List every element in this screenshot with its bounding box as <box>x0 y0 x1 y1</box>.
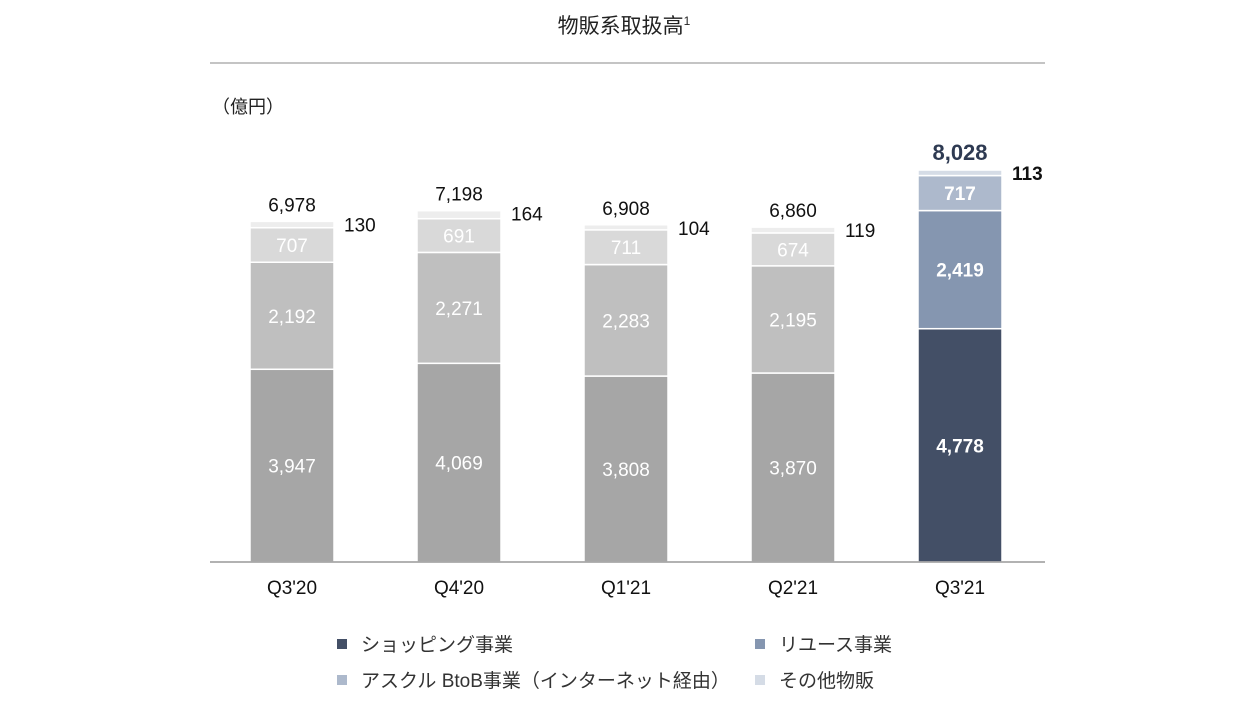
data-label: 2,271 <box>435 299 483 320</box>
total-label: 8,028 <box>932 140 987 165</box>
data-label: 3,808 <box>602 460 650 481</box>
legend-swatch <box>337 674 347 685</box>
bar-segment <box>917 174 1003 212</box>
legend-label: アスクル BtoB事業（インターネット経由） <box>361 671 730 692</box>
bar-segment <box>583 375 669 563</box>
data-label: 3,947 <box>268 457 316 478</box>
legend-item-reuse: リユース事業 <box>755 630 892 657</box>
data-label: 164 <box>511 205 543 226</box>
legend-label: ショッピング事業 <box>361 635 514 656</box>
bar-segment <box>750 232 836 267</box>
total-label: 7,198 <box>435 185 483 206</box>
data-label: 113 <box>1012 164 1043 185</box>
data-label: 2,419 <box>936 261 984 282</box>
bar-segment <box>416 209 502 220</box>
legend-swatch <box>337 638 347 649</box>
bar-segment <box>750 265 836 374</box>
data-label: 3,870 <box>769 459 817 480</box>
legend-item-other: その他物販 <box>755 666 874 693</box>
data-label: 707 <box>276 236 308 257</box>
data-label: 717 <box>944 184 976 205</box>
data-label: 691 <box>443 227 475 248</box>
legend-swatch <box>755 674 765 685</box>
bar-segment <box>917 169 1003 177</box>
bar-segment <box>249 220 335 229</box>
chart-title: 物販系取扱高1 <box>557 14 691 38</box>
data-label: 119 <box>845 221 875 242</box>
total-label: 6,978 <box>268 195 316 216</box>
x-tick-label: Q1'21 <box>601 578 651 599</box>
total-label: 6,860 <box>769 201 817 222</box>
data-label: 4,778 <box>936 436 984 457</box>
bar-segment <box>917 209 1003 330</box>
x-tick-label: Q3'21 <box>935 578 985 599</box>
bar-segment <box>249 226 335 263</box>
data-label: 130 <box>344 215 376 236</box>
data-label: 674 <box>777 240 809 261</box>
data-label: 104 <box>678 219 710 240</box>
bar-segment <box>750 226 836 234</box>
data-label: 2,192 <box>268 307 316 328</box>
bar-segment <box>416 217 502 254</box>
bar-segment <box>583 229 669 266</box>
x-tick-label: Q4'20 <box>434 578 484 599</box>
x-tick-label: Q2'21 <box>768 578 818 599</box>
bar-segment <box>416 251 502 365</box>
data-label: 2,195 <box>769 310 817 331</box>
legend-item-askul: アスクル BtoB事業（インターネット経由） <box>337 666 730 693</box>
legend-label: その他物販 <box>779 671 875 692</box>
legend-item-shopping: ショッピング事業 <box>337 630 513 657</box>
bar-segment <box>249 368 335 563</box>
unit-label: （億円） <box>212 97 284 117</box>
legend-label: リユース事業 <box>779 635 893 656</box>
data-label: 711 <box>611 238 641 259</box>
legend-swatch <box>755 638 765 649</box>
bar-segment <box>917 327 1003 563</box>
bar-segment <box>583 224 669 231</box>
data-label: 2,283 <box>602 311 650 332</box>
total-label: 6,908 <box>602 199 650 220</box>
data-label: 4,069 <box>435 454 483 475</box>
bar-segment <box>583 263 669 377</box>
x-tick-label: Q3'20 <box>267 578 317 599</box>
